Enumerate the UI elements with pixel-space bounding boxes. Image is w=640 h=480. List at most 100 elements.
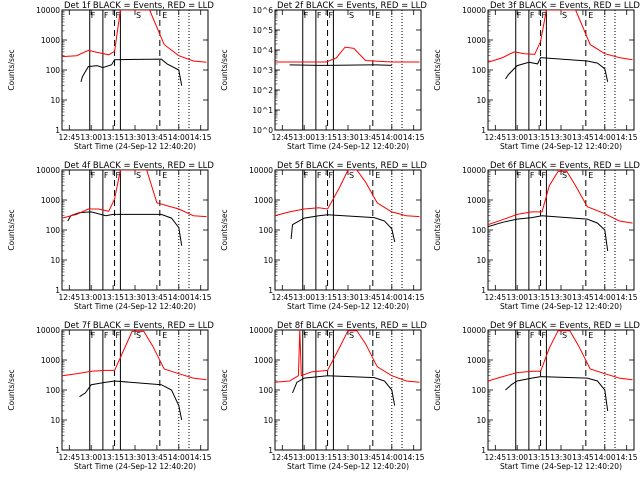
chart-panel-4: 1 10 100 1000 10000 12:45 13:00 13:15 13:30 13:45… <box>7 161 214 311</box>
x-tick-label: 13:00 <box>80 453 102 462</box>
events-series-line <box>80 58 183 86</box>
interval-marker-e: E <box>588 171 593 180</box>
interval-marker-f: F <box>104 11 109 20</box>
y-tick-label: 1 <box>268 446 273 455</box>
interval-marker-f: F <box>91 171 96 180</box>
interval-marker-f: F <box>317 171 322 180</box>
x-tick-label: 14:00 <box>594 453 616 462</box>
x-tick-label: 14:15 <box>190 133 212 142</box>
x-tick-label: 12:45 <box>58 293 80 302</box>
y-tick-label: 10^5 <box>252 26 273 35</box>
x-tick-label: 13:00 <box>506 293 528 302</box>
y-tick-label: 1 <box>55 446 60 455</box>
interval-marker-f: F <box>104 331 109 340</box>
interval-marker-f: F <box>542 11 547 20</box>
interval-marker-s: S <box>562 11 567 20</box>
y-tick-label: 100 <box>472 226 487 235</box>
chart-title: Det 3f BLACK = Events, RED = LLD <box>490 1 640 11</box>
chart-title: Det 7f BLACK = Events, RED = LLD <box>64 321 214 331</box>
chart-panel-5: 1 10 100 1000 10000 12:45 13:00 13:15 13:30 13:45… <box>220 161 427 311</box>
events-series-line <box>290 214 396 243</box>
y-axis-label: Counts/sec <box>7 209 16 250</box>
interval-marker-f: F <box>116 331 121 340</box>
x-tick-label: 12:45 <box>484 293 506 302</box>
y-tick-label: 10 <box>263 256 273 265</box>
x-tick-label: 13:30 <box>337 293 359 302</box>
y-tick-label: 1000 <box>254 196 273 205</box>
y-tick-label: 1 <box>55 286 60 295</box>
x-tick-label: 13:30 <box>124 133 146 142</box>
x-tick-label: 14:15 <box>190 293 212 302</box>
y-axis-label: Counts/sec <box>433 369 442 410</box>
y-axis-label: Counts/sec <box>220 209 229 250</box>
y-tick-label: 100 <box>46 386 61 395</box>
plot-frame <box>487 169 635 291</box>
plot-frame <box>487 9 635 131</box>
x-tick-label: 14:00 <box>594 133 616 142</box>
chart-title: Det 8f BLACK = Events, RED = LLD <box>277 321 427 331</box>
y-tick-label: 10000 <box>249 166 273 175</box>
interval-marker-f: F <box>530 171 535 180</box>
y-axis-label: Counts/sec <box>433 209 442 250</box>
y-tick-label: 100 <box>259 226 274 235</box>
x-tick-label: 14:15 <box>403 453 425 462</box>
interval-marker-f: F <box>91 11 96 20</box>
x-tick-label: 13:45 <box>359 133 381 142</box>
plot-frame <box>274 169 422 291</box>
x-tick-label: 13:30 <box>124 293 146 302</box>
y-tick-label: 10000 <box>462 6 486 15</box>
x-tick-label: 14:15 <box>403 133 425 142</box>
x-tick-label: 13:45 <box>359 293 381 302</box>
x-tick-label: 13:00 <box>293 293 315 302</box>
y-tick-label: 10 <box>50 416 60 425</box>
x-tick-label: 13:45 <box>146 133 168 142</box>
x-tick-label: 14:00 <box>594 293 616 302</box>
y-tick-label: 1000 <box>41 356 60 365</box>
plot-frame <box>61 169 209 291</box>
x-tick-label: 13:15 <box>102 453 124 462</box>
x-axis-label: Start Time (24-Sep-12 12:40:20) <box>500 142 622 151</box>
interval-marker-f: F <box>530 11 535 20</box>
plot-frame <box>61 9 209 131</box>
x-tick-label: 13:30 <box>550 453 572 462</box>
y-tick-label: 10 <box>50 96 60 105</box>
x-tick-label: 12:45 <box>271 293 293 302</box>
chart-panel-2: 10^010^110^210^310^410^510^612:45 13:00 13… <box>220 1 427 151</box>
x-tick-label: 13:45 <box>359 453 381 462</box>
y-tick-label: 10^3 <box>252 66 273 75</box>
x-tick-label: 14:00 <box>381 293 403 302</box>
interval-marker-f: F <box>530 331 535 340</box>
y-axis-label: Counts/sec <box>7 369 16 410</box>
interval-marker-s: S <box>562 171 567 180</box>
y-tick-label: 1 <box>481 126 486 135</box>
chart-panel-7: 1 10 100 1000 10000 12:45 13:00 13:15 13:30 13:45… <box>7 321 214 471</box>
x-tick-label: 14:00 <box>381 133 403 142</box>
interval-marker-f: F <box>91 331 96 340</box>
chart-title: Det 2f BLACK = Events, RED = LLD <box>277 1 427 11</box>
lld-series-line <box>488 10 633 63</box>
interval-marker-s: S <box>136 171 141 180</box>
x-axis-label: Start Time (24-Sep-12 12:40:20) <box>500 462 622 471</box>
y-axis-label: Counts/sec <box>220 49 229 90</box>
chart-panel-3: 1 10 100 1000 10000 12:45 13:00 13:15 13:30 13:45… <box>433 1 640 151</box>
interval-marker-f: F <box>304 11 309 20</box>
x-axis-label: Start Time (24-Sep-12 12:40:20) <box>74 142 196 151</box>
y-tick-label: 100 <box>472 386 487 395</box>
x-tick-label: 14:00 <box>168 133 190 142</box>
chart-title: Det 5f BLACK = Events, RED = LLD <box>277 161 427 171</box>
interval-marker-f: F <box>116 171 121 180</box>
interval-marker-e: E <box>375 331 380 340</box>
chart-title: Det 6f BLACK = Events, RED = LLD <box>490 161 640 171</box>
events-series-line <box>505 376 609 412</box>
x-tick-label: 13:15 <box>315 453 337 462</box>
x-tick-label: 14:15 <box>190 453 212 462</box>
chart-title: Det 9f BLACK = Events, RED = LLD <box>490 321 640 331</box>
interval-marker-f: F <box>317 11 322 20</box>
x-tick-label: 13:45 <box>572 453 594 462</box>
x-tick-label: 14:15 <box>616 133 638 142</box>
interval-marker-f: F <box>304 331 309 340</box>
x-tick-label: 14:00 <box>168 453 190 462</box>
interval-marker-e: E <box>375 171 380 180</box>
x-tick-label: 14:00 <box>168 293 190 302</box>
x-tick-label: 13:30 <box>550 293 572 302</box>
